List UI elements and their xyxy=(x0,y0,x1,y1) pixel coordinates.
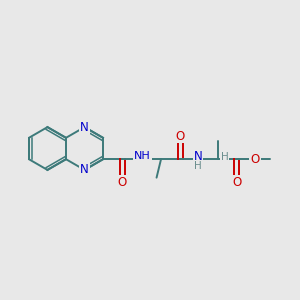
Text: NH: NH xyxy=(134,151,151,160)
Text: N: N xyxy=(80,121,89,134)
Text: O: O xyxy=(176,130,185,142)
Text: O: O xyxy=(250,153,260,166)
Text: O: O xyxy=(232,176,241,189)
Text: O: O xyxy=(118,176,127,189)
Text: H: H xyxy=(194,161,202,171)
Text: N: N xyxy=(194,150,203,163)
Text: H: H xyxy=(221,152,229,162)
Text: N: N xyxy=(80,164,89,176)
